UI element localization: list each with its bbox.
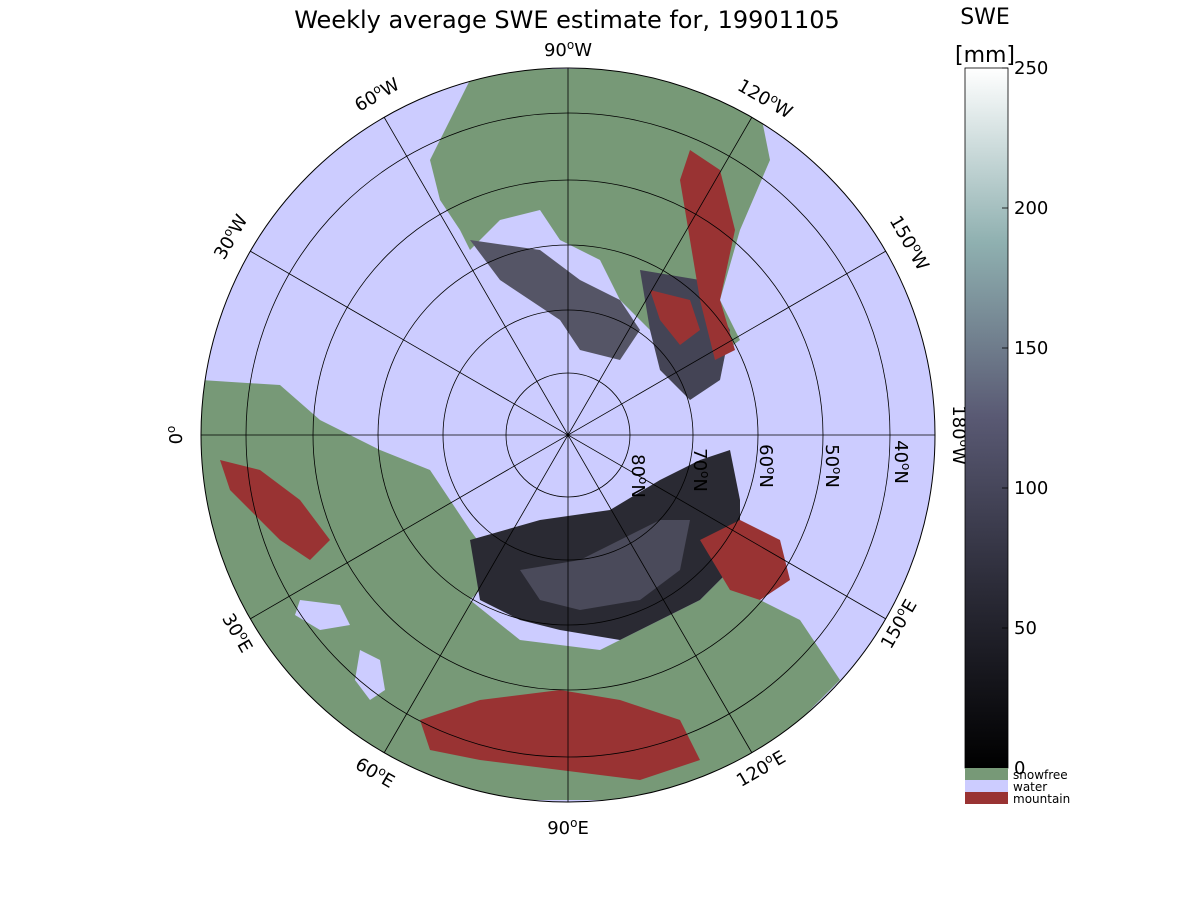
colorbar-tick-label: 150 xyxy=(1014,338,1048,359)
globe-outline xyxy=(200,67,936,803)
colorbar-unit-label: [mm] xyxy=(955,43,1015,68)
lat-label-40n: 40oN xyxy=(890,440,913,484)
colorbar-gradient xyxy=(964,67,1009,769)
colorbar-tick-label: 0 xyxy=(1014,758,1025,779)
lon-label-180w: 180oW xyxy=(948,405,971,465)
lat-label-60n: 60oN xyxy=(755,444,778,488)
polar-map xyxy=(201,68,935,802)
map-title: Weekly average SWE estimate for, 1990110… xyxy=(294,6,840,34)
colorbar-tick-label: 50 xyxy=(1014,618,1037,639)
siberia-deep-snow xyxy=(520,520,690,610)
black-sea xyxy=(295,600,350,630)
lon-label-150w: 150oW xyxy=(885,211,935,274)
colorbar-tick-label: 250 xyxy=(1014,58,1048,79)
meridian-150 xyxy=(249,250,887,620)
colorbar-variable-label: SWE xyxy=(960,5,1010,30)
canadian-archipelago xyxy=(470,240,640,360)
rockies-mountain xyxy=(680,150,735,360)
lon-label-90e: 90oE xyxy=(547,816,589,839)
lon-label-60e: 60oE xyxy=(351,752,399,793)
scandinavia-mountain xyxy=(220,460,330,560)
central-asia-mountain xyxy=(420,690,700,780)
colorbar-tick-label: 100 xyxy=(1014,478,1048,499)
colorbar-ticks: 0 50 100 150 200 250 xyxy=(1002,58,1048,779)
meridian-lines xyxy=(201,68,935,802)
europe-land xyxy=(201,380,840,800)
colorbar-tick-label: 200 xyxy=(1014,198,1048,219)
lon-label-90w: 90oW xyxy=(544,38,592,61)
greenland-ice xyxy=(420,300,540,420)
lon-label-0: 0o xyxy=(164,426,187,445)
lat-label-50n: 50oN xyxy=(821,444,844,488)
colorbar-category-water-label: water xyxy=(1013,780,1047,794)
east-asia-mountain xyxy=(700,520,790,600)
lat-label-80n: 80oN xyxy=(627,454,650,498)
lat-label-70n: 70oN xyxy=(689,448,712,492)
colorbar-category-snowfree-label: snowfree xyxy=(1013,768,1068,782)
lon-label-60w: 60oW xyxy=(350,72,403,116)
colorbar-category-mountain xyxy=(965,792,1008,804)
lon-label-30w: 30oW xyxy=(208,210,252,263)
alaska-mountain xyxy=(650,290,700,345)
colorbar-category-mountain-label: mountain xyxy=(1013,792,1070,806)
colorbar-category-water xyxy=(965,780,1008,792)
colorbar-category-snowfree xyxy=(965,768,1008,780)
caspian-sea xyxy=(355,650,385,700)
latitude-labels: 80oN 70oN 60oN 50oN 40oN xyxy=(627,440,913,498)
